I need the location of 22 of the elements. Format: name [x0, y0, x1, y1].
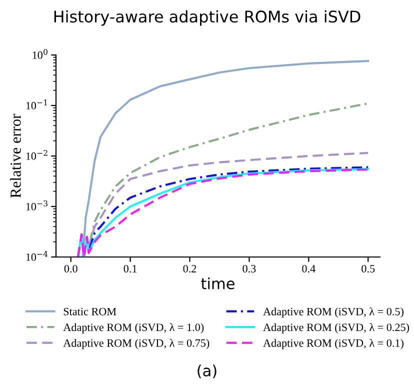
y-tick-label: 10$^{−3}$ [26, 200, 48, 210]
legend-label: Adaptive ROM (iSVD, λ = 0.75) [63, 338, 210, 350]
y-tick-label: 10$^{−1}$ [26, 99, 47, 110]
y-axis-title: Relative error [10, 114, 21, 198]
y-tick-label: 10$^{−2}$ [26, 150, 48, 160]
text: (a) [198, 364, 216, 378]
x-tick-label: 0.2 [183, 264, 196, 273]
legend-label: Adaptive ROM (iSVD, λ = 1.0) [63, 323, 204, 334]
y-tick-label: 10$^{−4}$ [26, 250, 48, 261]
legend-label: Adaptive ROM (iSVD, λ = 0.25) [263, 323, 410, 334]
chart-title: History-aware adaptive ROMs via iSVD [54, 10, 360, 26]
x-tick-label: 0.1 [124, 264, 137, 273]
x-tick-label: 0.0 [64, 264, 78, 273]
x-tick-label: 0.4 [302, 264, 316, 273]
y-tick-label: 10$^{0}$ [32, 48, 48, 59]
legend-label: Static ROM [64, 308, 116, 316]
legend-label: Adaptive ROM (iSVD, λ = 0.5) [263, 307, 404, 318]
x-axis-title: time [201, 277, 234, 290]
x-tick-label: 0.3 [242, 264, 256, 273]
x-tick-label: 0.5 [362, 264, 375, 273]
line-series [82, 60, 370, 257]
legend-label: Adaptive ROM (iSVD, λ = 0.1) [263, 338, 404, 350]
